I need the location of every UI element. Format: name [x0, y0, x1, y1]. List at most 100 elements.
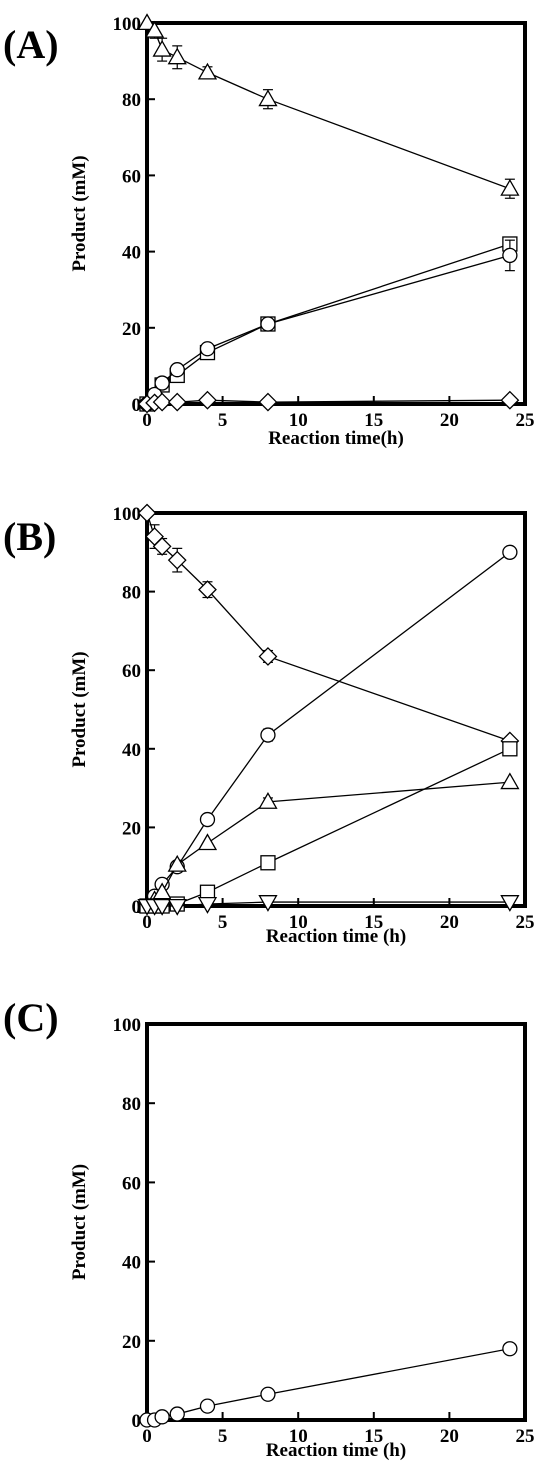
data-point-circle	[260, 727, 276, 743]
x-tick-label: 0	[142, 410, 152, 431]
x-tick-label: 10	[289, 410, 308, 431]
data-point-circle	[199, 1398, 216, 1414]
plot-frame	[145, 1022, 527, 1422]
panel-label: (C)	[3, 995, 59, 1040]
data-point-triangle-down	[167, 898, 187, 916]
series-circle	[139, 544, 518, 914]
x-tick-label: 5	[218, 1426, 228, 1447]
chart-panel-1: (A) 0 5 10 15 20 25 0 20 40 60 80 100 Reaction time(h…	[3, 13, 535, 449]
data-point-circle	[260, 1386, 276, 1402]
data-point-diamond	[198, 580, 217, 600]
x-tick-label: 20	[440, 410, 459, 431]
x-axis-title: Reaction time (h)	[266, 1440, 406, 1461]
y-tick-label: 0	[132, 395, 142, 416]
data-point-circle	[502, 1341, 518, 1357]
series-circle	[139, 1341, 518, 1428]
x-tick-label: 10	[289, 1426, 308, 1447]
data-point-triangle-up	[197, 833, 218, 851]
data-point-triangle-up	[144, 20, 165, 38]
plot-frame	[145, 21, 527, 406]
data-point-triangle-up	[167, 47, 187, 65]
data-point-square	[260, 855, 276, 871]
x-tick-label: 0	[142, 1426, 152, 1447]
data-point-circle	[199, 811, 216, 828]
panel-label: (B)	[3, 514, 56, 559]
y-tick-label: 100	[113, 504, 142, 525]
x-tick-label: 0	[142, 912, 152, 933]
y-axis-title: Product (mM)	[69, 651, 90, 767]
x-axis-title: Reaction time (h)	[266, 926, 406, 947]
data-point-circle	[169, 1406, 185, 1422]
y-tick-label: 40	[122, 1253, 141, 1274]
series-circle	[139, 239, 518, 412]
panel-label: (A)	[3, 22, 59, 67]
data-point-triangle-down	[500, 895, 520, 912]
series-square	[139, 741, 518, 914]
data-point-diamond	[152, 536, 172, 556]
y-tick-label: 0	[132, 897, 142, 918]
data-point-diamond	[500, 390, 520, 410]
chart-panel-3: (C) 0 5 10 15 20 25 0 20 40 60 80 100 Reaction time (…	[3, 995, 535, 1461]
y-axis-title: Product (mM)	[69, 155, 90, 271]
x-tick-label: 15	[364, 912, 383, 933]
data-point-circle	[199, 341, 216, 357]
data-point-triangle-up	[258, 792, 278, 809]
x-tick-label: 10	[289, 912, 308, 933]
data-point-triangle-down	[197, 897, 218, 914]
data-point-circle	[502, 544, 518, 560]
series-triangle-down	[137, 895, 520, 916]
data-point-diamond	[198, 390, 217, 410]
data-point-square	[502, 741, 518, 757]
x-tick-label: 15	[364, 1426, 383, 1447]
data-point-triangle-up	[500, 772, 520, 790]
series-diamond	[137, 390, 520, 414]
data-point-diamond	[258, 392, 278, 412]
series-line	[146, 512, 511, 742]
chart-panel-2: (B) 0 5 10 15 20 25 0 20 40 60 80 100 Reaction time (…	[3, 503, 535, 947]
x-tick-label: 15	[364, 410, 383, 431]
x-tick-label: 25	[516, 1426, 535, 1447]
x-tick-label: 5	[218, 410, 228, 431]
data-point-triangle-up	[167, 854, 187, 872]
y-tick-label: 60	[122, 661, 141, 682]
y-tick-label: 40	[122, 243, 141, 264]
x-tick-label: 20	[440, 912, 459, 933]
x-tick-label: 25	[516, 410, 535, 431]
data-point-triangle-down	[152, 898, 172, 916]
y-tick-label: 80	[122, 583, 141, 604]
series-diamond	[137, 503, 520, 751]
data-point-triangle-up	[500, 178, 520, 196]
data-point-triangle-down	[258, 895, 278, 912]
y-tick-label: 40	[122, 740, 141, 761]
series-square	[139, 236, 518, 412]
series-triangle-up	[137, 13, 520, 199]
x-tick-label: 20	[440, 1426, 459, 1447]
plot-frame	[145, 511, 527, 908]
y-axis-title: Product (mM)	[69, 1164, 90, 1280]
data-point-diamond	[258, 647, 278, 666]
series-line	[146, 551, 511, 907]
data-point-triangle-up	[137, 13, 157, 31]
y-tick-label: 0	[132, 1411, 142, 1432]
data-point-triangle-up	[152, 39, 172, 57]
data-point-circle	[260, 316, 276, 332]
data-point-diamond	[167, 392, 187, 412]
series-line	[146, 254, 511, 405]
x-tick-label: 5	[218, 912, 228, 933]
data-point-circle	[154, 375, 170, 391]
x-tick-label: 25	[516, 912, 535, 933]
y-tick-label: 20	[122, 818, 141, 839]
y-tick-label: 80	[122, 90, 141, 111]
y-tick-label: 80	[122, 1094, 141, 1115]
series-triangle-up	[137, 772, 520, 914]
data-point-diamond	[137, 503, 157, 523]
data-point-circle	[502, 247, 518, 264]
y-tick-label: 60	[122, 166, 141, 187]
data-point-triangle-up	[258, 89, 278, 107]
data-point-circle	[154, 1409, 170, 1425]
x-axis-title: Reaction time(h)	[268, 428, 404, 449]
y-tick-label: 100	[113, 14, 142, 35]
data-point-triangle-up	[197, 62, 218, 80]
series-line	[146, 22, 511, 190]
